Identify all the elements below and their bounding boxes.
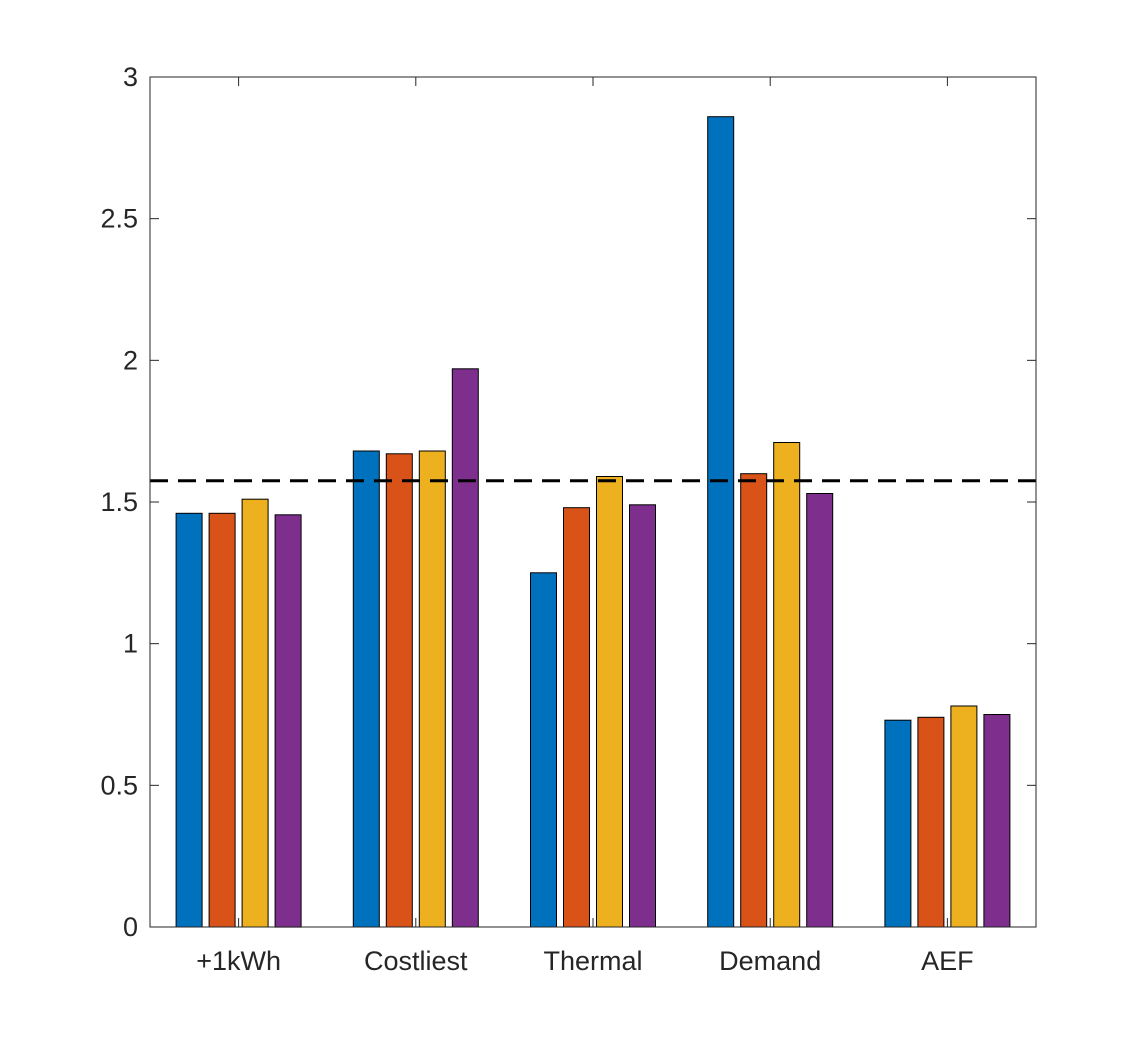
bars-layer — [175, 116, 1011, 928]
tick-labels-layer: +1kWh Costliest Thermal Demand AEF 0 0.5 1 1.5 2 2… — [100, 62, 973, 976]
y-tick-label: 2.5 — [100, 204, 138, 234]
y-tick-label: 2 — [123, 345, 138, 375]
bar-demand-series-2 — [740, 473, 768, 928]
bar-1kwh-series-1 — [175, 512, 203, 928]
y-tick-label: 1.5 — [100, 487, 138, 517]
y-tick-label: 3 — [123, 62, 138, 92]
x-tick-label: Costliest — [364, 946, 468, 976]
bar-demand-series-4 — [806, 493, 834, 928]
bar-demand-series-3 — [773, 442, 801, 928]
bar-thermal-series-3 — [596, 476, 623, 928]
x-tick-label: AEF — [921, 946, 974, 976]
bar-aef-series-1 — [884, 719, 912, 928]
y-tick-label: 0.5 — [100, 770, 138, 800]
bar-thermal-series-1 — [530, 572, 557, 928]
bar-1kwh-series-3 — [241, 498, 269, 928]
bar-1kwh-series-4 — [274, 514, 302, 928]
bar-aef-series-2 — [917, 716, 945, 928]
x-tick-label: Demand — [719, 946, 821, 976]
y-tick-label: 0 — [123, 912, 138, 942]
bar-thermal-series-4 — [629, 504, 656, 928]
x-tick-label: Thermal — [543, 946, 642, 976]
bar-aef-series-3 — [950, 705, 978, 928]
bar-thermal-series-2 — [563, 507, 590, 928]
bar-costliest-series-3 — [418, 450, 446, 928]
bar-costliest-series-4 — [451, 368, 479, 928]
bar-costliest-series-2 — [385, 453, 413, 928]
x-tick-label: +1kWh — [196, 946, 281, 976]
bar-aef-series-4 — [983, 714, 1011, 928]
bar-1kwh-series-2 — [208, 512, 236, 928]
ticks-layer — [150, 76, 1036, 928]
bar-costliest-series-1 — [352, 450, 380, 928]
y-tick-label: 1 — [123, 629, 138, 659]
bar-demand-series-1 — [707, 116, 735, 928]
